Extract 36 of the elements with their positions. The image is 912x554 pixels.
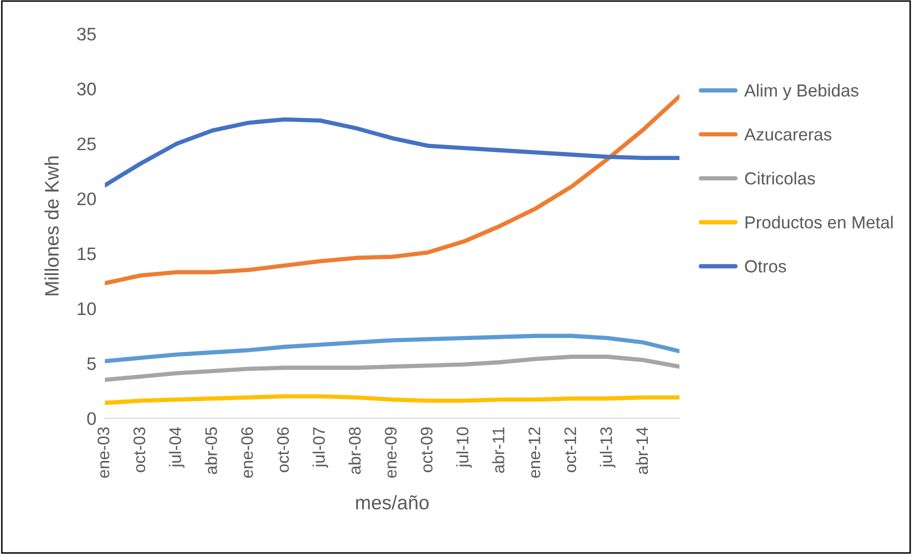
- legend-label: Alim y Bebidas: [744, 84, 858, 100]
- line-series: [104, 394, 680, 405]
- x-tick-label: jul-07: [312, 427, 328, 468]
- y-tick-label: 35: [77, 28, 96, 41]
- x-tick-label: oct-06: [277, 427, 289, 472]
- legend-label: Azucareras: [744, 128, 832, 141]
- line-series: [104, 94, 680, 286]
- y-tick-label: 30: [77, 82, 96, 96]
- x-tick-label: abr-08: [348, 427, 361, 474]
- y-axis-title: Millones de Kwh: [44, 156, 59, 296]
- x-tick-label: ene-09: [384, 427, 397, 478]
- x-tick-label: oct-03: [133, 427, 146, 472]
- x-tick-label: abr-11: [492, 427, 504, 473]
- y-tick-label: 25: [77, 138, 96, 150]
- line-series: [104, 117, 680, 188]
- x-tick-label: abr-05: [204, 427, 218, 474]
- y-tick-label: 5: [87, 357, 96, 370]
- x-tick-label: jul-10: [456, 427, 472, 468]
- x-tick-label: jul-13: [600, 427, 616, 468]
- x-tick-label: ene-06: [241, 427, 253, 478]
- y-tick-label: 10: [78, 302, 96, 316]
- x-tick-label: oct-12: [564, 427, 576, 472]
- legend-label: Citricolas: [745, 172, 815, 185]
- x-axis-title: mes/año: [356, 495, 429, 510]
- legend-label: Otros: [745, 260, 786, 272]
- line-series: [104, 354, 680, 382]
- x-tick-label: oct-09: [420, 427, 433, 472]
- x-tick-label: ene-03: [98, 427, 110, 478]
- x-tick-label: ene-12: [528, 427, 540, 478]
- line-series: [104, 334, 680, 364]
- x-tick-label: abr-14: [636, 427, 648, 474]
- y-tick-label: 0: [87, 412, 96, 425]
- legend-label: Productos en Metal: [746, 216, 893, 229]
- x-tick-label: jul-04: [168, 427, 184, 468]
- y-tick-label: 20: [77, 192, 96, 206]
- y-tick-label: 15: [78, 248, 96, 260]
